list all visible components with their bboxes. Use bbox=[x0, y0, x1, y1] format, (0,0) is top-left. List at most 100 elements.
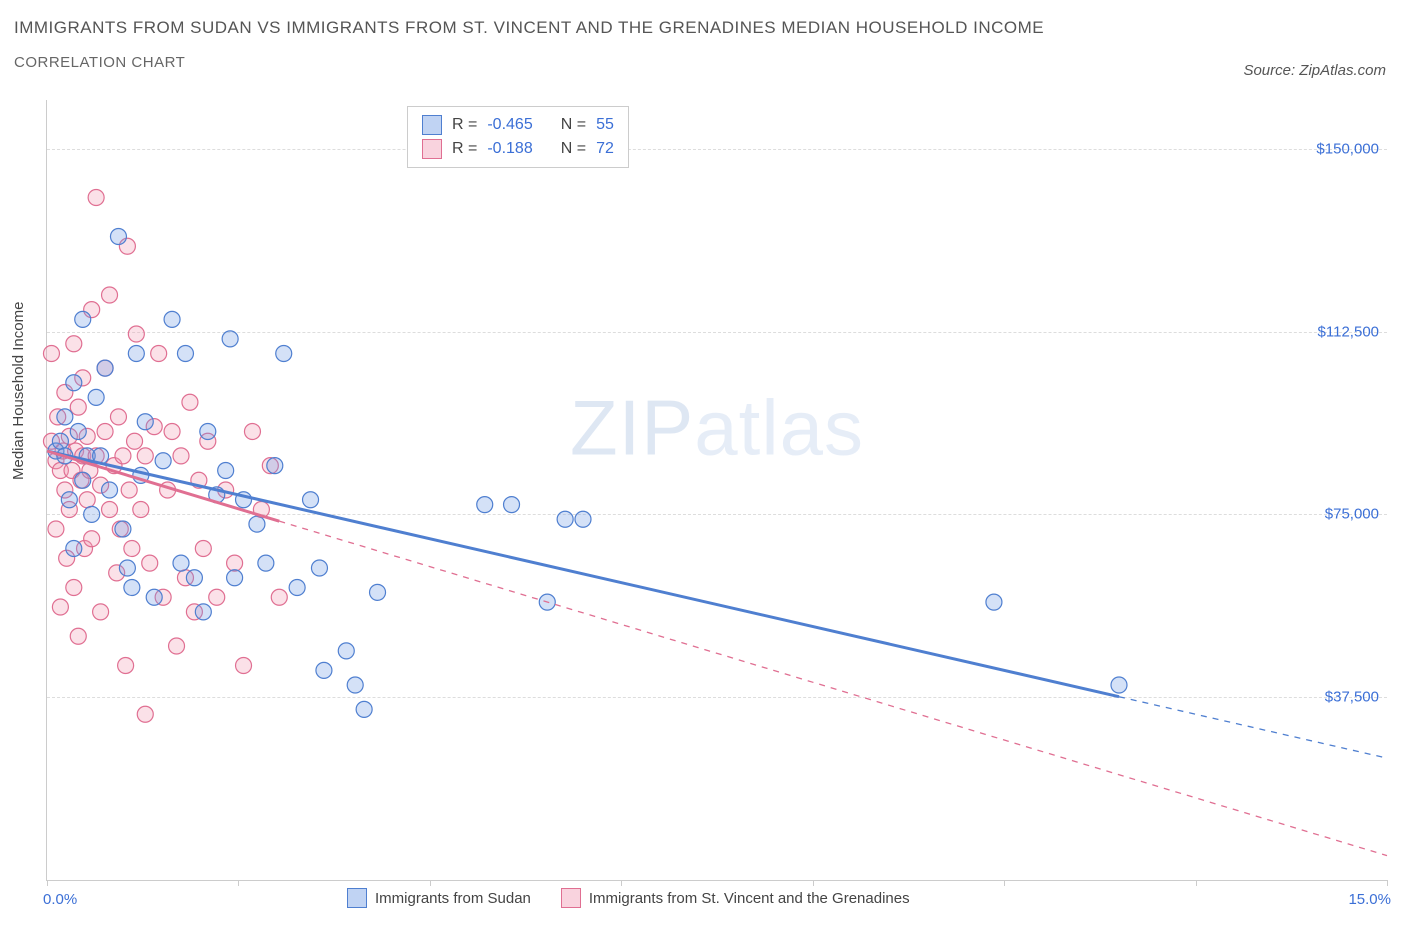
data-point-stvincent bbox=[142, 555, 158, 571]
data-point-stvincent bbox=[227, 555, 243, 571]
page-title: IMMIGRANTS FROM SUDAN VS IMMIGRANTS FROM… bbox=[14, 18, 1044, 38]
correlation-chart: ZIPatlas $37,500$75,000$112,500$150,000 … bbox=[46, 100, 1387, 881]
data-point-sudan bbox=[316, 662, 332, 678]
x-tick bbox=[47, 880, 48, 886]
data-point-sudan bbox=[227, 570, 243, 586]
data-point-stvincent bbox=[121, 482, 137, 498]
data-point-stvincent bbox=[102, 502, 118, 518]
data-point-sudan bbox=[128, 346, 144, 362]
data-point-sudan bbox=[222, 331, 238, 347]
data-point-sudan bbox=[84, 506, 100, 522]
data-point-sudan bbox=[267, 458, 283, 474]
x-tick bbox=[813, 880, 814, 886]
data-point-stvincent bbox=[79, 492, 95, 508]
data-point-sudan bbox=[477, 497, 493, 513]
data-point-stvincent bbox=[127, 433, 143, 449]
x-axis-max-label: 15.0% bbox=[1348, 891, 1391, 908]
swatch-stvincent-icon bbox=[561, 888, 581, 908]
data-point-sudan bbox=[66, 375, 82, 391]
data-point-stvincent bbox=[128, 326, 144, 342]
data-point-sudan bbox=[557, 511, 573, 527]
data-point-sudan bbox=[75, 472, 91, 488]
data-point-stvincent bbox=[70, 628, 86, 644]
data-point-sudan bbox=[57, 409, 73, 425]
data-point-stvincent bbox=[124, 541, 140, 557]
data-point-stvincent bbox=[97, 424, 113, 440]
data-point-stvincent bbox=[43, 346, 59, 362]
x-tick bbox=[238, 880, 239, 886]
data-point-sudan bbox=[986, 594, 1002, 610]
x-tick bbox=[1004, 880, 1005, 886]
data-point-sudan bbox=[311, 560, 327, 576]
data-point-sudan bbox=[97, 360, 113, 376]
data-point-stvincent bbox=[88, 190, 104, 206]
data-point-stvincent bbox=[118, 658, 134, 674]
data-point-sudan bbox=[88, 389, 104, 405]
data-point-sudan bbox=[177, 346, 193, 362]
data-point-stvincent bbox=[133, 502, 149, 518]
data-point-sudan bbox=[137, 414, 153, 430]
data-point-stvincent bbox=[52, 599, 68, 615]
data-point-sudan bbox=[173, 555, 189, 571]
x-tick bbox=[1387, 880, 1388, 886]
data-point-sudan bbox=[119, 560, 135, 576]
swatch-sudan-icon bbox=[347, 888, 367, 908]
trend-line-ext-sudan bbox=[1119, 697, 1387, 758]
data-point-stvincent bbox=[244, 424, 260, 440]
data-point-stvincent bbox=[110, 409, 126, 425]
x-tick bbox=[1196, 880, 1197, 886]
data-point-sudan bbox=[575, 511, 591, 527]
data-point-sudan bbox=[102, 482, 118, 498]
x-tick bbox=[430, 880, 431, 886]
data-point-stvincent bbox=[84, 531, 100, 547]
data-point-sudan bbox=[146, 589, 162, 605]
data-point-sudan bbox=[195, 604, 211, 620]
data-point-stvincent bbox=[164, 424, 180, 440]
page-subtitle: CORRELATION CHART bbox=[14, 54, 1044, 71]
data-point-stvincent bbox=[48, 521, 64, 537]
y-axis-label: Median Household Income bbox=[10, 302, 27, 480]
data-point-stvincent bbox=[66, 336, 82, 352]
trend-line-sudan bbox=[47, 451, 1119, 697]
data-point-sudan bbox=[289, 580, 305, 596]
data-point-sudan bbox=[164, 311, 180, 327]
data-point-sudan bbox=[155, 453, 171, 469]
data-point-sudan bbox=[303, 492, 319, 508]
data-point-sudan bbox=[276, 346, 292, 362]
data-point-sudan bbox=[249, 516, 265, 532]
data-point-sudan bbox=[258, 555, 274, 571]
data-point-stvincent bbox=[115, 448, 131, 464]
data-point-sudan bbox=[218, 463, 234, 479]
series-legend: Immigrants from Sudan Immigrants from St… bbox=[347, 888, 910, 908]
data-point-sudan bbox=[356, 701, 372, 717]
data-point-stvincent bbox=[66, 580, 82, 596]
data-point-stvincent bbox=[137, 448, 153, 464]
data-point-sudan bbox=[347, 677, 363, 693]
data-point-sudan bbox=[61, 492, 77, 508]
trend-line-ext-stvincent bbox=[279, 521, 1387, 855]
legend-item-stvincent: Immigrants from St. Vincent and the Gren… bbox=[561, 888, 910, 908]
data-point-stvincent bbox=[271, 589, 287, 605]
legend-item-sudan: Immigrants from Sudan bbox=[347, 888, 531, 908]
data-point-sudan bbox=[110, 229, 126, 245]
data-point-sudan bbox=[115, 521, 131, 537]
data-point-stvincent bbox=[102, 287, 118, 303]
data-point-stvincent bbox=[195, 541, 211, 557]
scatter-plot-svg bbox=[47, 100, 1387, 880]
data-point-sudan bbox=[370, 584, 386, 600]
data-point-sudan bbox=[200, 424, 216, 440]
data-point-sudan bbox=[124, 580, 140, 596]
data-point-stvincent bbox=[209, 589, 225, 605]
data-point-stvincent bbox=[151, 346, 167, 362]
data-point-stvincent bbox=[173, 448, 189, 464]
x-tick bbox=[621, 880, 622, 886]
data-point-sudan bbox=[338, 643, 354, 659]
data-point-sudan bbox=[1111, 677, 1127, 693]
source-attribution: Source: ZipAtlas.com bbox=[1243, 62, 1386, 79]
data-point-sudan bbox=[66, 541, 82, 557]
data-point-sudan bbox=[75, 311, 91, 327]
x-axis-min-label: 0.0% bbox=[43, 891, 77, 908]
data-point-stvincent bbox=[70, 399, 86, 415]
data-point-sudan bbox=[504, 497, 520, 513]
data-point-sudan bbox=[186, 570, 202, 586]
